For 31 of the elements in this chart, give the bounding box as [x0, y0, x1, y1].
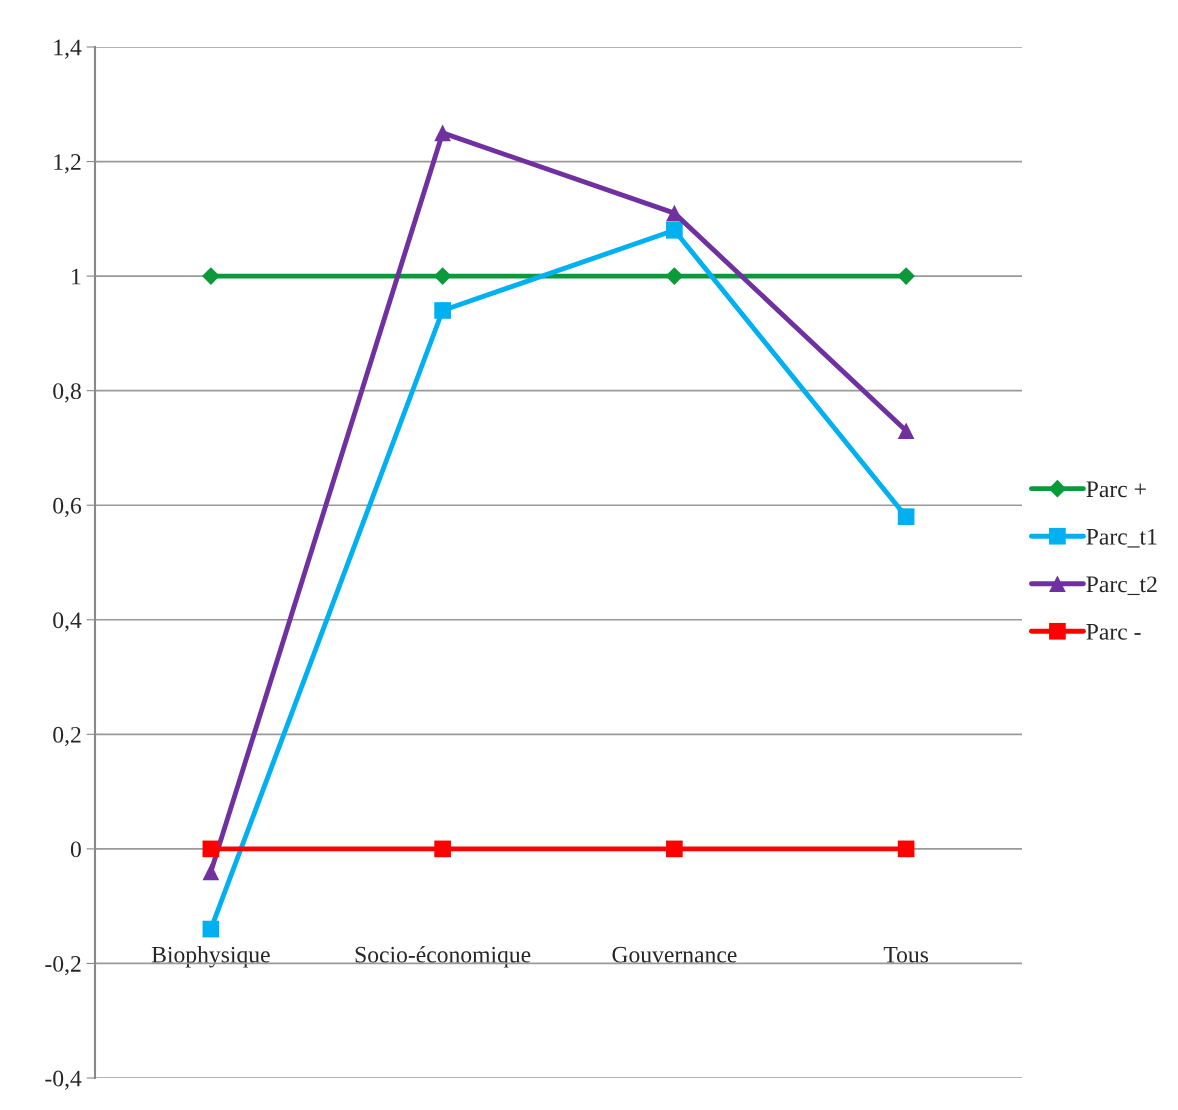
x-tick-label: Biophysique — [151, 946, 270, 968]
x-tick-label: Gouvernance — [612, 946, 737, 963]
legend-label: Parc_t1 — [1086, 528, 1157, 548]
x-tick-label: Socio-économique — [355, 946, 531, 968]
point — [666, 221, 683, 239]
y-tick-label: 1 — [72, 268, 81, 285]
y-tick-label: 1,2 — [54, 154, 81, 174]
point — [202, 267, 220, 285]
x-tick-label: Tous — [883, 946, 929, 963]
y-tick-label: 0,8 — [53, 383, 81, 403]
y-tick-label: 0,6 — [53, 497, 82, 518]
y-tick-label: -0,4 — [45, 1070, 82, 1090]
point — [434, 302, 451, 319]
point — [897, 422, 915, 440]
legend-label: Parc_t2 — [1086, 576, 1157, 596]
point — [897, 508, 915, 526]
y-tick-label: 0,4 — [53, 612, 82, 632]
point — [434, 840, 451, 858]
point — [202, 840, 220, 858]
point — [897, 267, 915, 285]
legend-label: Parc + — [1086, 481, 1146, 498]
point — [202, 863, 220, 881]
legend-label: Parc - — [1086, 624, 1141, 640]
point — [666, 840, 683, 858]
point — [202, 920, 220, 938]
y-tick-label: 0,2 — [53, 726, 81, 747]
y-tick-label: -0,2 — [45, 955, 81, 976]
point — [897, 840, 915, 858]
y-tick-label: 0 — [70, 841, 81, 858]
point — [434, 124, 451, 142]
y-tick-label: 1,4 — [54, 39, 82, 59]
